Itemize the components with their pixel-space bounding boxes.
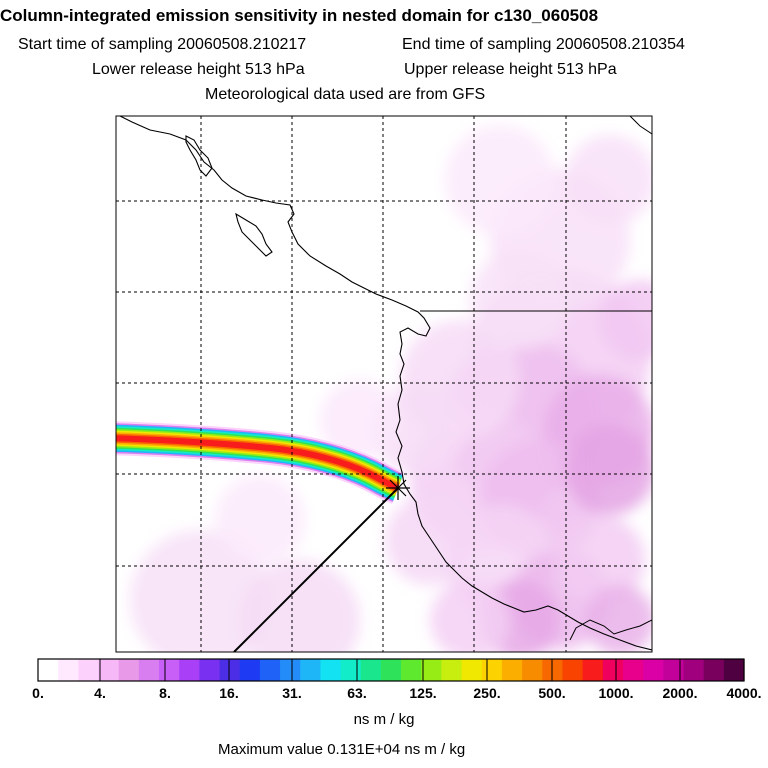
sensitivity-patch: [320, 380, 400, 460]
coastline: [629, 116, 652, 135]
colorbar-cell: [582, 659, 604, 681]
colorbar-cell: [643, 659, 664, 681]
colorbar-cell: [138, 659, 160, 681]
coastline: [119, 116, 652, 651]
colorbar-cell: [481, 659, 503, 681]
colorbar-cell: [441, 659, 463, 681]
colorbar-cell: [300, 659, 321, 681]
sensitivity-patch: [130, 530, 270, 652]
plume: [116, 421, 405, 504]
colorbar-cell: [542, 659, 564, 681]
colorbar-tick-label: 31.: [282, 685, 302, 701]
colorbar-cell: [461, 659, 483, 681]
colorbar-tick-label: 125.: [409, 685, 437, 701]
colorbar-tick-label: 4000.: [726, 685, 762, 701]
colorbar-cell: [562, 659, 584, 681]
colorbar-tick-label: 0.: [32, 685, 44, 701]
colorbar-units: ns m / kg: [353, 711, 415, 728]
trajectory-line: [233, 487, 399, 652]
colorbar-tick-label: 63.: [347, 685, 367, 701]
colorbar-tick-label: 2000.: [662, 685, 698, 701]
lat-lon-grid: [116, 116, 652, 652]
upper-release-label: Upper release height 513 hPa: [404, 61, 617, 78]
sensitivity-patch: [600, 280, 652, 360]
colorbar-tick-label: 4.: [94, 685, 106, 701]
colorbar-cell: [401, 659, 422, 681]
colorbar-tick-label: 16.: [219, 685, 239, 701]
sensitivity-patch: [215, 475, 305, 565]
coastline: [569, 619, 652, 641]
island: [235, 212, 273, 257]
colorbar-cell: [219, 659, 241, 681]
colorbar-cell: [199, 659, 221, 681]
sensitivity-field: [130, 125, 652, 652]
colorbar-cell: [501, 659, 523, 681]
colorbar-cell: [360, 659, 382, 681]
release-point-icon: [386, 476, 410, 500]
colorbar-cell: [723, 659, 745, 681]
max-value-label: Maximum value 0.131E+04 ns m / kg: [218, 741, 466, 758]
start-time-label: Start time of sampling 20060508.210217: [18, 36, 307, 53]
lower-release-label: Lower release height 513 hPa: [92, 61, 305, 78]
colorbar-cell: [380, 659, 402, 681]
colorbar-cell: [421, 659, 443, 681]
colorbar-cell: [683, 659, 705, 681]
sensitivity-patch: [445, 125, 555, 235]
colorbar-cell: [340, 659, 362, 681]
colorbar-cell: [179, 659, 200, 681]
colorbar-cell: [622, 659, 644, 681]
colorbar-cell: [159, 659, 180, 681]
colorbar-tick-label: 500.: [538, 685, 566, 701]
colorbar-cell: [320, 659, 342, 681]
colorbar-tick-label: 8.: [159, 685, 171, 701]
map-frame: [115, 115, 653, 653]
plume-band: [116, 435, 400, 491]
island: [185, 135, 213, 177]
colorbar-cell: [259, 659, 281, 681]
sensitivity-patch: [555, 515, 645, 605]
sensitivity-patch: [385, 495, 475, 585]
colorbar-cell: [58, 659, 79, 681]
sensitivity-patch: [470, 250, 570, 350]
met-data-label: Meteorological data used are from GFS: [205, 86, 486, 103]
colorbar-cell: [663, 659, 685, 681]
colorbar-cell: [602, 659, 624, 681]
colorbar-cell: [522, 659, 543, 681]
sensitivity-patch: [565, 425, 652, 515]
colorbar-cell: [703, 659, 725, 681]
sensitivity-patch: [240, 560, 360, 652]
colorbar-tick-label: 250.: [473, 685, 501, 701]
sensitivity-patch: [565, 135, 652, 225]
colorbar-cell: [38, 659, 59, 681]
colorbar-cell: [98, 659, 120, 681]
sensitivity-patch: [430, 580, 510, 652]
colorbar-cell: [239, 659, 261, 681]
sensitivity-patch: [585, 585, 652, 652]
colorbar-cell: [280, 659, 301, 681]
end-time-label: End time of sampling 20060508.210354: [402, 36, 685, 53]
colorbar-cell: [78, 659, 100, 681]
page-title: Column-integrated emission sensitivity i…: [0, 6, 599, 25]
colorbar-cell: [118, 659, 140, 681]
colorbar-tick-label: 1000.: [598, 685, 634, 701]
